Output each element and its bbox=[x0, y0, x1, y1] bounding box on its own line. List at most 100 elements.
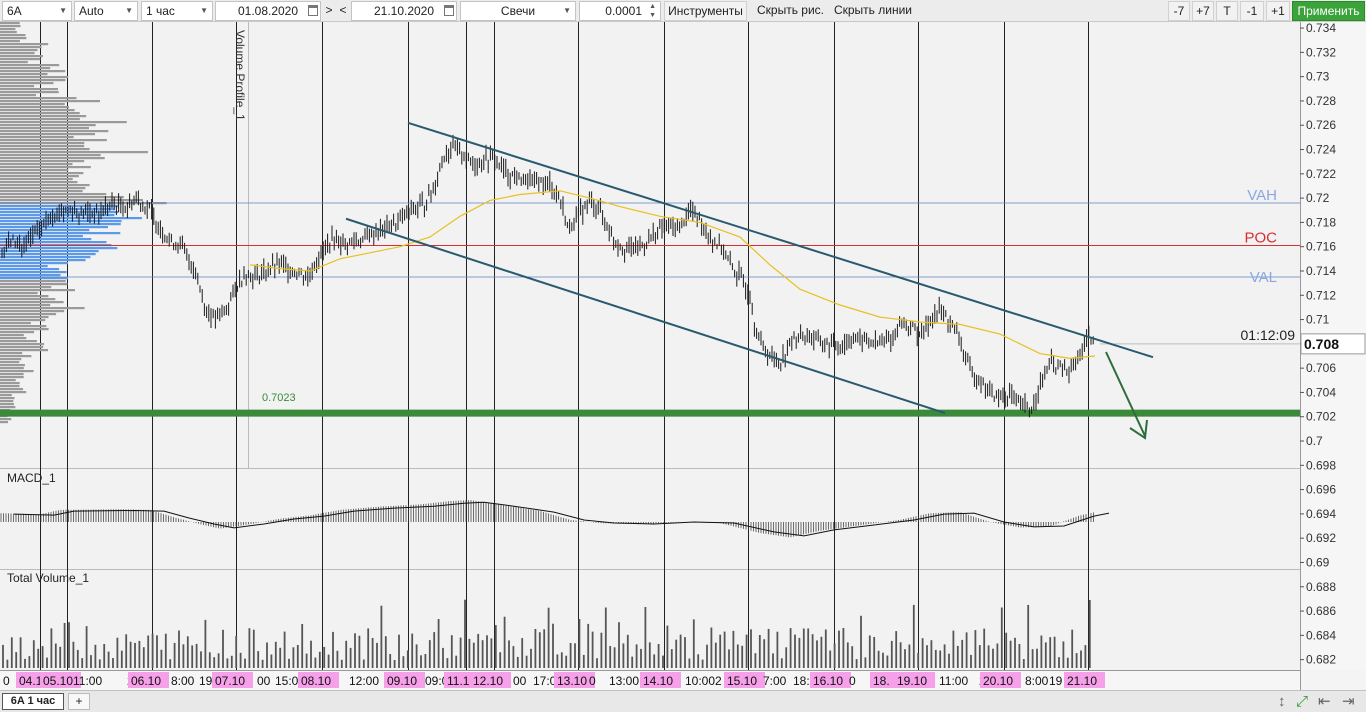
fullscreen-icon[interactable]: ⤢ bbox=[1296, 693, 1309, 710]
timeframe-select[interactable]: 1 час ▼ bbox=[141, 1, 213, 21]
price-tick-label: 0.728 bbox=[1306, 94, 1336, 108]
time-label: 12:00 bbox=[349, 674, 379, 688]
time-label: 09:0 bbox=[425, 674, 449, 688]
symbol-value: 6A bbox=[7, 4, 22, 18]
volume-profile-bar bbox=[0, 256, 91, 259]
volume-profile-bar bbox=[0, 277, 68, 280]
scale-mode-select[interactable]: Auto ▼ bbox=[74, 1, 138, 21]
volume-profile-bar bbox=[0, 178, 73, 181]
time-label: 11:00 bbox=[939, 674, 968, 688]
volume-profile-bar bbox=[0, 355, 32, 358]
nav-next-button[interactable]: > bbox=[325, 3, 333, 17]
price-tick-label: 0.696 bbox=[1306, 483, 1336, 497]
add-tab-button[interactable]: + bbox=[68, 693, 90, 710]
current-price: 0.708 bbox=[1304, 336, 1339, 352]
price-axis[interactable]: 0.734 0.732 0.73 0.728 0.726 0.724 0.722 0.72 0.… bbox=[1300, 21, 1336, 667]
scroll-right-icon[interactable]: ⇥ bbox=[1342, 693, 1355, 710]
instruments-button[interactable]: Инструменты bbox=[664, 1, 747, 21]
time-label: 20.10 bbox=[983, 674, 1013, 688]
volume-profile-bar bbox=[0, 388, 23, 391]
time-label: 13.10 bbox=[557, 674, 587, 688]
tab-chart[interactable]: 6A 1 час bbox=[2, 693, 64, 710]
volume-profile-bar bbox=[0, 55, 43, 58]
calendar-icon[interactable] bbox=[444, 5, 454, 16]
calendar-icon[interactable] bbox=[308, 5, 318, 16]
stepper-arrows-icon[interactable]: ▲ ▼ bbox=[649, 3, 656, 19]
time-label: 11.1 bbox=[447, 674, 470, 688]
price-tick-label: 0.686 bbox=[1306, 604, 1336, 618]
volume-profile-bar bbox=[0, 172, 84, 175]
t-button[interactable]: T bbox=[1216, 1, 1238, 21]
volume-profile-bar bbox=[0, 22, 20, 25]
scroll-left-icon[interactable]: ⇤ bbox=[1318, 693, 1331, 710]
volume-profile-bar bbox=[0, 400, 14, 403]
price-tick-label: 0.684 bbox=[1306, 628, 1336, 642]
time-axis[interactable]: 004.1005.1011:00206.108:001907.100015:00… bbox=[3, 672, 1105, 688]
volume-profile-bar bbox=[0, 298, 56, 301]
step-plus1-button[interactable]: +1 bbox=[1266, 1, 1290, 21]
time-label: 15.10 bbox=[727, 674, 757, 688]
step-plus7-button[interactable]: +7 bbox=[1192, 1, 1214, 21]
chart-svg[interactable]: 0.7340.7320.730.7280.7260.7240.7220.720.… bbox=[0, 21, 1366, 690]
volume-profile-bar bbox=[0, 112, 80, 115]
time-label: 14.10 bbox=[643, 674, 673, 688]
chart-type-select[interactable]: Свечи ▼ bbox=[460, 1, 576, 21]
volume-profile-bar bbox=[0, 406, 16, 409]
time-label: 07.10 bbox=[215, 674, 245, 688]
date-label-bg bbox=[212, 672, 253, 688]
volume-profile-bar bbox=[0, 136, 74, 139]
date-from-field[interactable]: 01.08.2020 bbox=[215, 1, 321, 21]
date-label-bg bbox=[384, 672, 425, 688]
volume-profile-bar bbox=[0, 313, 57, 316]
trend-channel[interactable] bbox=[345, 121, 1154, 415]
volume-profile-bar bbox=[0, 358, 22, 361]
chevron-down-icon: ▼ bbox=[125, 6, 133, 15]
channel-upper-line[interactable] bbox=[407, 121, 1154, 359]
time-label: 16.10 bbox=[813, 674, 843, 688]
volume-profile-bar bbox=[0, 268, 60, 271]
volume-profile-bar bbox=[0, 124, 96, 127]
price-tick-label: 0.71 bbox=[1306, 313, 1330, 327]
resize-vertical-icon[interactable]: ↕ bbox=[1278, 693, 1286, 710]
symbol-select[interactable]: 6A ▼ bbox=[2, 1, 72, 21]
toolbar: 6A ▼ Auto ▼ 1 час ▼ 01.08.2020 > < 21.10.20… bbox=[0, 0, 1366, 22]
volume-profile-bar bbox=[0, 310, 65, 313]
channel-lower-line[interactable] bbox=[345, 217, 946, 415]
date-to-field[interactable]: 21.10.2020 bbox=[351, 1, 457, 21]
volume-profile-bar bbox=[0, 337, 27, 340]
price-tick-label: 0.734 bbox=[1306, 22, 1336, 35]
time-label: 8:00 bbox=[171, 674, 195, 688]
level-lines bbox=[0, 202, 1300, 417]
date-label-bg bbox=[554, 672, 595, 688]
hide-lines-button[interactable]: Скрыть линии bbox=[833, 3, 913, 17]
volume-profile-bar bbox=[0, 340, 37, 343]
price-tick-label: 0.726 bbox=[1306, 118, 1336, 132]
price-tick-label: 0.706 bbox=[1306, 361, 1336, 375]
volume-profile-bar bbox=[0, 67, 51, 70]
volume-profile-bar bbox=[0, 106, 70, 109]
volume-profile-bar bbox=[0, 157, 105, 160]
price-series bbox=[1, 134, 1094, 418]
tick-size-stepper[interactable]: 0.0001 ▲ ▼ bbox=[579, 1, 661, 21]
volume-profile-bar bbox=[0, 73, 48, 76]
volume-profile-bar bbox=[0, 220, 122, 223]
step-minus1-button[interactable]: -1 bbox=[1240, 1, 1264, 21]
volume-profile bbox=[0, 22, 167, 424]
volume-profile-bar bbox=[0, 37, 27, 40]
nav-prev-button[interactable]: < bbox=[339, 3, 347, 17]
volume-profile-bar bbox=[0, 25, 21, 28]
chart-area[interactable]: 0.734 0.732 0.73 0.728 0.726 0.724 0.722 0.72 0.… bbox=[0, 21, 1366, 690]
volume-profile-bar bbox=[0, 286, 52, 289]
val-label: VAL bbox=[1250, 269, 1277, 286]
step-minus7-button[interactable]: -7 bbox=[1168, 1, 1190, 21]
volume-profile-bar bbox=[0, 181, 78, 184]
hide-drawings-button[interactable]: Скрыть рис. bbox=[756, 3, 824, 17]
volume-profile-bar bbox=[0, 142, 85, 145]
volume-profile-bar bbox=[0, 283, 68, 286]
volume-profile-bar bbox=[0, 274, 61, 277]
price-tick-label: 0.698 bbox=[1306, 458, 1336, 472]
forecast-arrow[interactable] bbox=[1105, 351, 1148, 440]
vah-label: VAH bbox=[1247, 187, 1277, 204]
apply-button[interactable]: Применить bbox=[1292, 1, 1365, 21]
volume-profile-bar bbox=[0, 40, 20, 43]
